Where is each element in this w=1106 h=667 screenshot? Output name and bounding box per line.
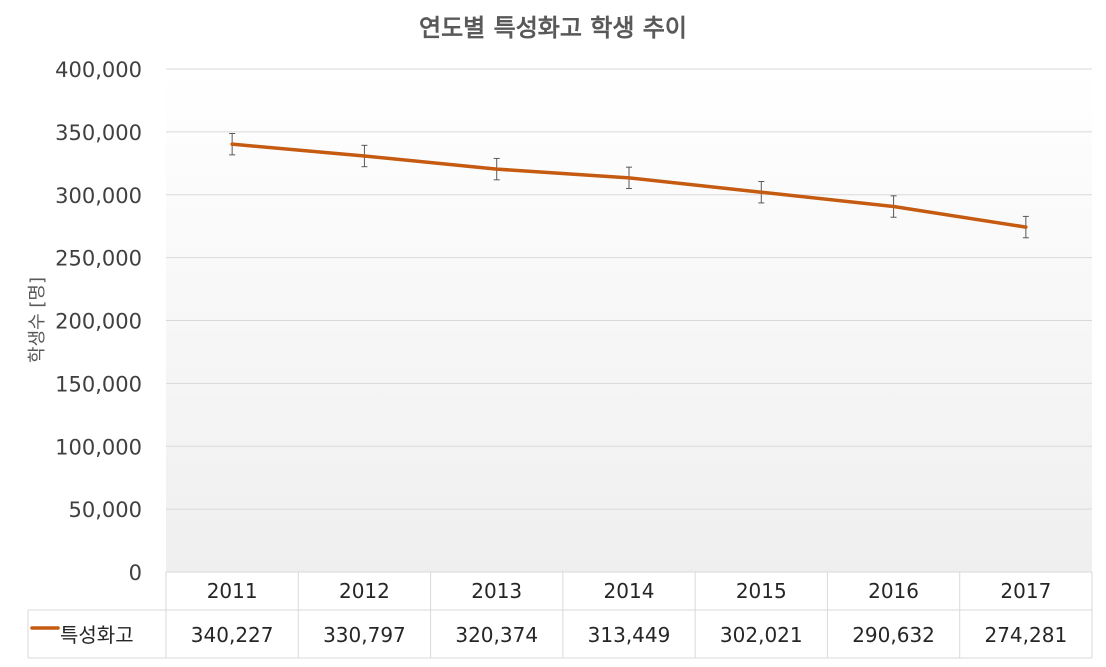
y-tick-label: 50,000 [69, 498, 142, 522]
data-table-value: 320,374 [455, 623, 538, 647]
x-category-label: 2016 [868, 579, 919, 603]
gridlines [166, 68, 1092, 510]
y-tick-label: 350,000 [55, 121, 142, 145]
data-table-value: 290,632 [852, 623, 935, 647]
data-table-value: 313,449 [588, 623, 671, 647]
series-line [230, 142, 1028, 229]
data-table-value: 330,797 [323, 623, 406, 647]
x-category-label: 2014 [604, 579, 655, 603]
chart-title: 연도별 특성화고 학생 추이 [419, 14, 687, 42]
x-category-label: 2011 [207, 579, 258, 603]
y-axis-label: 학생수 [명] [27, 277, 48, 363]
data-table-value: 274,281 [984, 623, 1067, 647]
x-category-label: 2017 [1000, 579, 1051, 603]
data-table: 2011 2012 2013 2014 2015 2016 2017 특성화고 340,227 3… [27, 571, 1093, 659]
x-category-label: 2013 [471, 579, 522, 603]
data-table-value: 340,227 [191, 623, 274, 647]
y-tick-label: 0 [129, 561, 142, 585]
x-category-label: 2015 [736, 579, 787, 603]
y-tick-label: 200,000 [55, 310, 142, 334]
y-tick-label: 100,000 [55, 435, 142, 459]
y-tick-label: 150,000 [55, 372, 142, 396]
legend-series-name: 특성화고 [60, 623, 134, 647]
y-tick-label: 400,000 [55, 58, 142, 82]
y-tick-label: 250,000 [55, 247, 142, 271]
x-category-label: 2012 [339, 579, 390, 603]
series-lines [230, 142, 1028, 229]
y-axis-ticks: 0 50,000 100,000 150,000 200,000 250,000 300,0… [55, 58, 142, 585]
data-table-value: 302,021 [720, 623, 803, 647]
y-tick-label: 300,000 [55, 184, 142, 208]
